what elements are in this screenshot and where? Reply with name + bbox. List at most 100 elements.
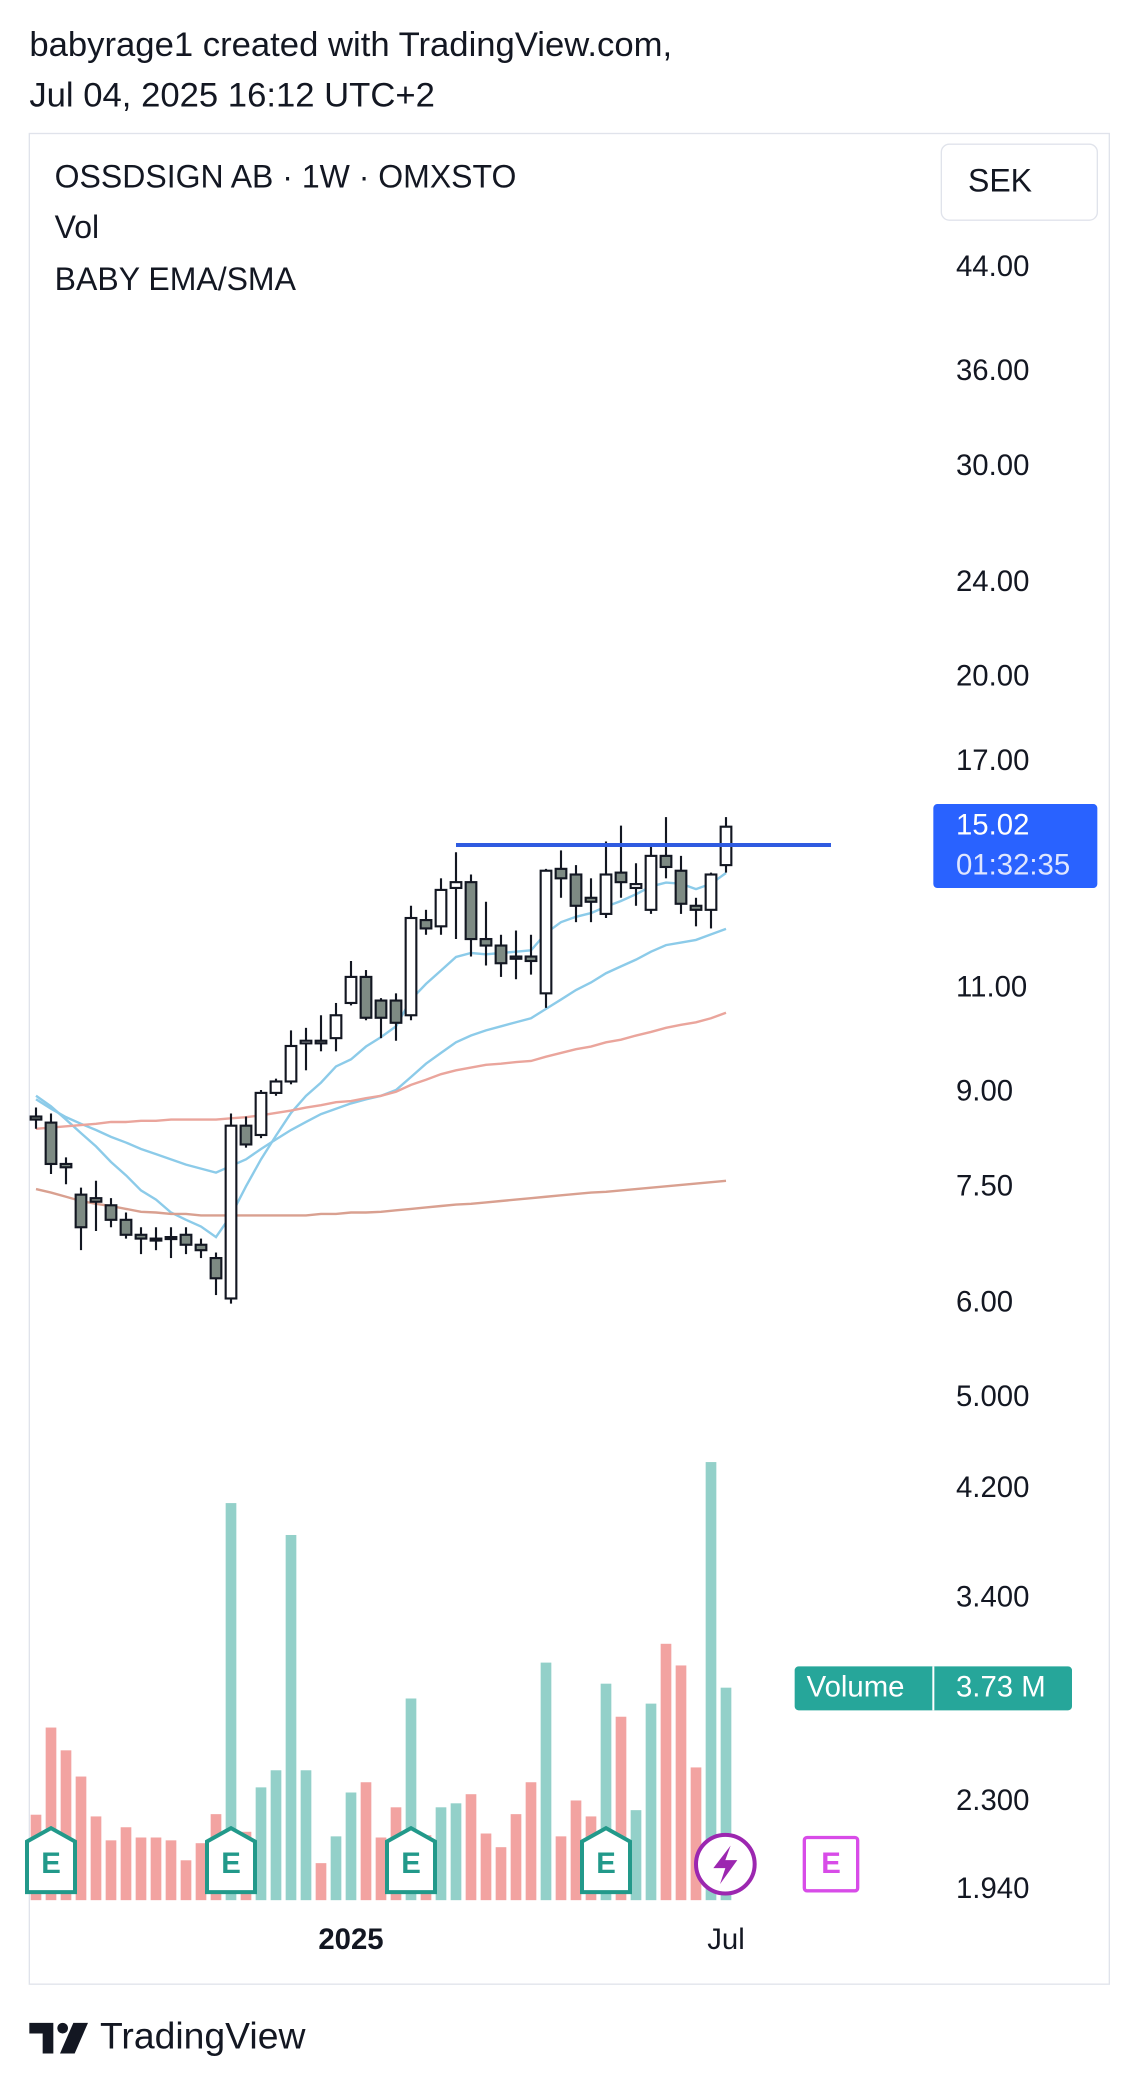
volume-bar [405,1698,417,1901]
earnings-label: E [821,1847,841,1880]
candle-body [164,1236,178,1241]
volume-bar [90,1816,102,1901]
candle-body [584,896,598,903]
earnings-badge [205,1825,257,1895]
volume-bar [330,1836,342,1901]
candle-body [209,1256,223,1280]
volume-bar [675,1665,687,1901]
earnings-marker[interactable]: E [25,1825,77,1895]
currency-button[interactable] [940,143,1098,221]
volume-bar [615,1716,627,1901]
bar-countdown: 01:32:35 [956,848,1070,881]
price-axis: 44.00 36.00 30.00 24.00 20.00 17.00 11.00 9.00 7… [956,250,1029,1905]
volume-bar [435,1807,447,1901]
volume-bar [450,1803,462,1901]
candle-body [569,873,583,907]
y-tick-label: 7.50 [956,1169,1013,1202]
volume-bar [225,1503,237,1901]
earnings-label: E [401,1847,421,1880]
candle-body [74,1193,88,1229]
last-price: 15.02 [956,808,1029,841]
volume-bar [345,1792,357,1901]
volume-bar [150,1837,162,1901]
x-tick-label: 2025 [318,1923,383,1956]
earnings-label: E [596,1847,616,1880]
candle-body [89,1197,103,1203]
volume-bar [705,1462,717,1901]
candle-body [344,975,358,1005]
candle-body [419,919,433,930]
candle-body [29,1115,43,1121]
y-tick-label: 9.00 [956,1075,1013,1108]
volume-bar [360,1782,372,1901]
y-tick-label: 6.00 [956,1285,1013,1318]
earnings-badge [385,1825,437,1895]
volume-bar [75,1776,87,1901]
candle-body [614,871,628,884]
volume-bar [375,1837,387,1901]
volume-bar [720,1687,732,1901]
last-price-box [933,804,1098,889]
candle-body [329,1014,343,1040]
volume-bar [465,1794,477,1901]
candle-body [509,955,523,960]
currency[interactable]: SEK [968,162,1032,198]
candle-body [449,881,463,890]
volume-bar [195,1843,207,1901]
y-tick-label: 36.00 [956,354,1029,387]
volume-name: Volume [807,1671,905,1704]
volume-bar [165,1840,177,1901]
candle-body [479,937,493,947]
candle-body [434,888,448,928]
candle-body [59,1162,73,1169]
bolt-icon [713,1845,738,1885]
plot-area [29,817,831,1901]
volume-bar [60,1750,72,1901]
volume-bar [105,1840,117,1901]
logo-part [29,2022,54,2054]
y-tick-label: 24.00 [956,565,1029,598]
volume-bar [315,1863,327,1901]
candle-body [629,883,643,890]
volume-bar [285,1534,297,1901]
legend-volume: Vol [55,209,99,245]
candle-body [44,1121,58,1166]
earnings-label: E [41,1847,61,1880]
candle-body [179,1233,193,1246]
moving-average [35,927,727,1174]
candle-body [359,975,373,1019]
volume-bar [570,1800,582,1901]
candle-body [644,854,658,911]
candle-body [269,1080,283,1094]
earnings-marker[interactable]: E [385,1825,437,1895]
earnings-marker[interactable]: E [580,1825,632,1895]
y-tick-label: 17.00 [956,744,1029,777]
volume-bar [180,1860,192,1901]
candle-body [689,904,703,911]
volume-last-value: 3.73 M [956,1671,1046,1704]
candle-body [284,1044,298,1083]
x-tick-label: Jul [707,1923,745,1956]
candle-body [659,854,673,869]
earnings-marker[interactable]: E [205,1825,257,1895]
moving-average [35,1179,727,1217]
volume-bar [45,1727,57,1901]
candle-body [374,999,388,1019]
earnings-marker[interactable]: E [802,1835,860,1893]
y-tick-label: 4.200 [956,1471,1029,1504]
candle-body [464,881,478,941]
volume-bar [600,1683,612,1901]
overlay: 2025 Jul 15.02 01:32:35 Volume 3.73 M E E E E E [25,804,1098,1956]
volume-bar [555,1836,567,1901]
dividend-badge[interactable] [693,1832,757,1896]
brand-logo [29,2022,88,2054]
candle-body [299,1039,313,1045]
y-tick-label: 44.00 [956,250,1029,283]
y-tick-label: 3.400 [956,1581,1029,1614]
volume-bar [540,1662,552,1901]
y-tick-label: 11.00 [956,970,1027,1003]
legend-indicator: BABY EMA/SMA [55,261,297,297]
volume-bar [270,1770,282,1901]
candle-body [599,873,613,915]
